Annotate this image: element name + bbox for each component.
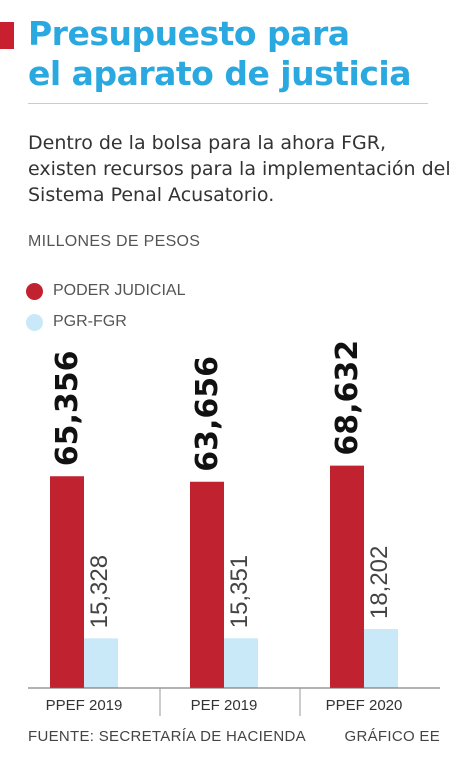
bar-poder-judicial-ppef-2020 (330, 465, 364, 688)
chart-title: Presupuesto para el aparato de justicia (28, 14, 458, 94)
data-label-pgr-fgr-ppef-2019: 15,328 (86, 555, 113, 628)
source-note: FUENTE: SECRETARÍA DE HACIENDA (28, 728, 306, 745)
data-label-pgr-fgr-ppef-2020: 18,202 (366, 546, 393, 619)
credit-note: GRÁFICO EE (344, 728, 440, 745)
x-tick-label-ppef-2019: PPEF 2019 (46, 697, 123, 714)
data-label-poder-judicial-ppef-2020: 68,632 (330, 340, 365, 456)
x-tick-label-ppef-2020: PPEF 2020 (326, 697, 403, 714)
title-line-1: Presupuesto para (28, 14, 350, 53)
bar-pgr-fgr-ppef-2019 (84, 638, 118, 688)
title-divider (28, 103, 428, 104)
bar-poder-judicial-pef-2019 (190, 481, 224, 688)
legend-swatch-pgr-fgr (26, 313, 43, 331)
accent-bar (0, 22, 14, 49)
bar-pgr-fgr-pef-2019 (224, 638, 258, 688)
bar-poder-judicial-ppef-2019 (50, 476, 84, 688)
legend-item-poder-judicial: PODER JUDICIAL (26, 282, 185, 300)
bar-pgr-fgr-ppef-2020 (364, 629, 398, 688)
x-tick-label-pef-2019: PEF 2019 (191, 697, 258, 714)
data-label-pgr-fgr-pef-2019: 15,351 (226, 555, 253, 628)
data-label-poder-judicial-ppef-2019: 65,356 (50, 350, 85, 466)
legend-label-pgr-fgr: PGR-FGR (53, 313, 127, 330)
chart-subtitle: Dentro de la bolsa para la ahora FGR, ex… (28, 132, 451, 206)
legend-item-pgr-fgr: PGR-FGR (26, 313, 127, 331)
legend-label-poder-judicial: PODER JUDICIAL (53, 282, 186, 299)
units-label: MILLONES DE PESOS (28, 233, 201, 250)
legend-swatch-poder-judicial (26, 282, 43, 300)
title-line-2: el aparato de justicia (28, 54, 412, 93)
data-label-poder-judicial-pef-2019: 63,656 (190, 356, 225, 472)
